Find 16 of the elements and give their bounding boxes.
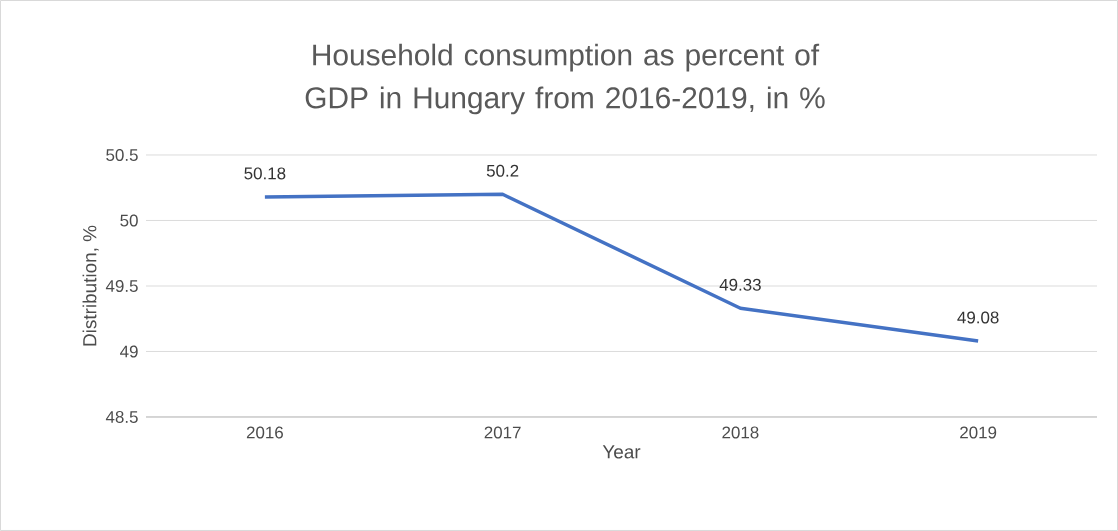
y-tick-label: 50.5 xyxy=(106,148,138,161)
data-label: 49.33 xyxy=(719,278,761,291)
y-tick-label: 48.5 xyxy=(105,410,138,423)
x-tick-label: 2018 xyxy=(722,426,759,439)
y-tick-label: 50 xyxy=(120,214,138,227)
y-axis-title: Distribution, % xyxy=(82,225,99,346)
y-tick-label: 49.5 xyxy=(105,279,138,292)
x-tick-label: 2017 xyxy=(484,426,521,439)
data-label: 49.08 xyxy=(957,311,999,324)
x-tick-label: 2019 xyxy=(960,426,997,439)
x-axis-title: Year xyxy=(602,445,641,459)
chart-title: Household consumption as percent of GDP in Hungary from 2016-2019, in % xyxy=(305,43,825,115)
data-label: 50.18 xyxy=(244,167,286,180)
data-label: 50.2 xyxy=(486,164,519,177)
y-tick-label: 49 xyxy=(120,345,138,358)
x-tick-label: 2016 xyxy=(246,426,283,439)
